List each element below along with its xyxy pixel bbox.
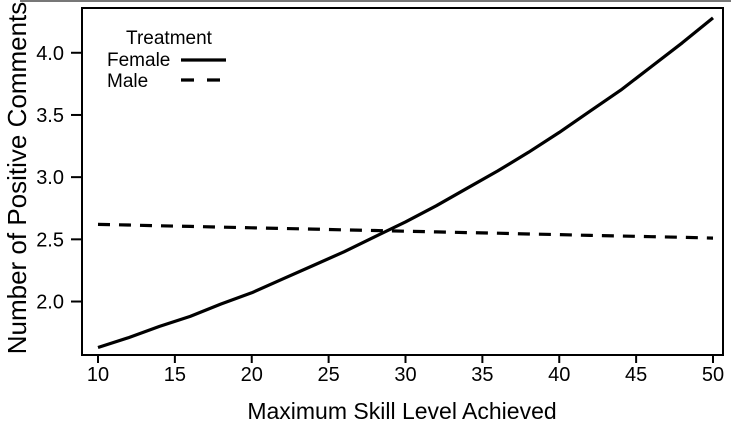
plot-frame bbox=[81, 7, 724, 356]
legend-label-male: Male bbox=[107, 71, 148, 92]
y-tick-label: 3.5 bbox=[36, 105, 64, 127]
x-tick-label: 35 bbox=[471, 364, 493, 386]
y-axis: 2.0 2.5 3.0 3.5 4.0 bbox=[36, 43, 81, 314]
x-tick-label: 15 bbox=[164, 364, 186, 386]
female-series-line bbox=[97, 16, 715, 350]
x-tick-label: 45 bbox=[625, 364, 647, 386]
legend-label-female: Female bbox=[107, 50, 170, 71]
x-tick-label: 10 bbox=[87, 364, 109, 386]
series-group bbox=[97, 16, 715, 350]
male-series-line bbox=[97, 222, 714, 240]
y-axis-title: Number of Positive Comments bbox=[2, 2, 32, 355]
y-tick-label: 3.0 bbox=[36, 167, 64, 189]
x-axis: 10 15 20 25 30 35 40 45 50 bbox=[87, 356, 724, 386]
legend: Treatment Female Male bbox=[107, 28, 226, 92]
x-tick-label: 40 bbox=[548, 364, 570, 386]
y-tick-label: 4.0 bbox=[36, 43, 64, 65]
x-tick-label: 20 bbox=[241, 364, 263, 386]
y-tick-label: 2.5 bbox=[36, 229, 64, 251]
x-tick-label: 25 bbox=[317, 364, 339, 386]
x-axis-title: Maximum Skill Level Achieved bbox=[247, 398, 556, 424]
y-tick-label: 2.0 bbox=[36, 292, 64, 314]
x-tick-label: 30 bbox=[394, 364, 416, 386]
x-tick-label: 50 bbox=[702, 364, 724, 386]
legend-title: Treatment bbox=[126, 28, 213, 49]
